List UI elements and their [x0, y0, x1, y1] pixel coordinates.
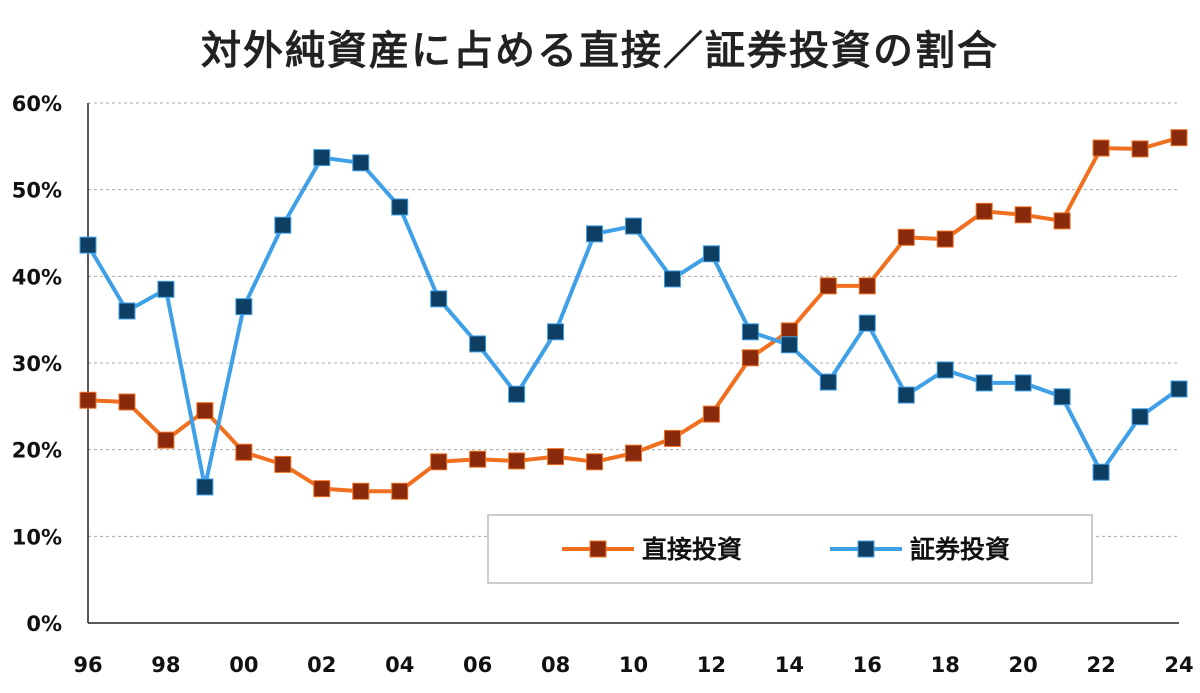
data-point — [741, 323, 759, 341]
data-point — [936, 361, 954, 379]
data-point — [741, 349, 759, 367]
data-point — [663, 270, 681, 288]
data-point — [469, 450, 487, 468]
data-point — [780, 336, 798, 354]
data-point — [235, 443, 253, 461]
y-tick-label: 40% — [12, 265, 62, 289]
data-point — [858, 314, 876, 332]
data-point — [118, 393, 136, 411]
x-tick-label: 22 — [1086, 653, 1115, 677]
data-point — [702, 405, 720, 423]
x-tick-label: 00 — [229, 653, 258, 677]
data-point — [975, 202, 993, 220]
data-point — [157, 280, 175, 298]
data-point — [819, 277, 837, 295]
data-point — [391, 482, 409, 500]
data-point — [547, 448, 565, 466]
x-tick-label: 24 — [1164, 653, 1193, 677]
y-tick-label: 10% — [12, 525, 62, 549]
data-point — [897, 228, 915, 246]
data-point — [819, 373, 837, 391]
x-tick-label: 98 — [151, 653, 180, 677]
data-point — [508, 385, 526, 403]
x-tick-label: 04 — [385, 653, 414, 677]
x-tick-label: 18 — [931, 653, 960, 677]
data-point — [975, 374, 993, 392]
data-point — [586, 225, 604, 243]
x-tick-label: 08 — [541, 653, 570, 677]
legend-label: 直接投資 — [642, 535, 742, 564]
data-point — [352, 154, 370, 172]
y-tick-label: 50% — [12, 179, 62, 203]
data-point — [702, 245, 720, 263]
data-point — [1092, 463, 1110, 481]
data-point — [1053, 388, 1071, 406]
data-point — [858, 277, 876, 295]
data-point — [625, 444, 642, 462]
legend-marker — [857, 540, 875, 558]
x-tick-label: 96 — [73, 653, 102, 677]
data-point — [196, 478, 214, 496]
data-point — [547, 323, 565, 341]
data-point — [430, 290, 448, 308]
data-point — [1170, 380, 1188, 398]
legend-label: 証券投資 — [910, 535, 1010, 564]
data-point — [1131, 408, 1149, 426]
data-point — [391, 198, 409, 216]
data-point — [118, 302, 136, 320]
y-tick-label: 0% — [26, 612, 62, 636]
data-point — [897, 386, 915, 404]
y-tick-label: 60% — [12, 92, 62, 116]
data-point — [1014, 206, 1032, 224]
data-point — [196, 402, 214, 420]
data-point — [352, 482, 370, 500]
data-point — [79, 391, 97, 409]
data-point — [274, 216, 292, 234]
data-point — [1092, 139, 1110, 157]
data-point — [936, 230, 954, 248]
x-tick-label: 02 — [307, 653, 336, 677]
data-point — [157, 431, 175, 449]
y-tick-label: 20% — [12, 439, 62, 463]
data-point — [79, 236, 97, 254]
chart-title: 対外純資産に占める直接／証券投資の割合 — [201, 28, 999, 74]
data-point — [313, 149, 331, 167]
x-tick-label: 06 — [463, 653, 492, 677]
x-tick-label: 12 — [697, 653, 726, 677]
data-point — [235, 298, 253, 316]
data-point — [1170, 129, 1188, 147]
x-tick-label: 20 — [1009, 653, 1038, 677]
data-point — [625, 217, 642, 235]
data-point — [663, 429, 681, 447]
data-point — [469, 335, 487, 353]
data-point — [430, 453, 448, 471]
data-point — [313, 480, 331, 498]
data-point — [274, 455, 292, 473]
data-point — [1053, 212, 1071, 230]
y-tick-label: 30% — [12, 352, 62, 376]
data-point — [508, 452, 526, 470]
data-point — [1131, 140, 1149, 158]
x-tick-label: 16 — [853, 653, 882, 677]
legend-marker — [589, 540, 607, 558]
data-point — [1014, 374, 1032, 392]
data-point — [586, 453, 604, 471]
x-tick-label: 14 — [775, 653, 804, 677]
x-tick-label: 10 — [619, 653, 648, 677]
